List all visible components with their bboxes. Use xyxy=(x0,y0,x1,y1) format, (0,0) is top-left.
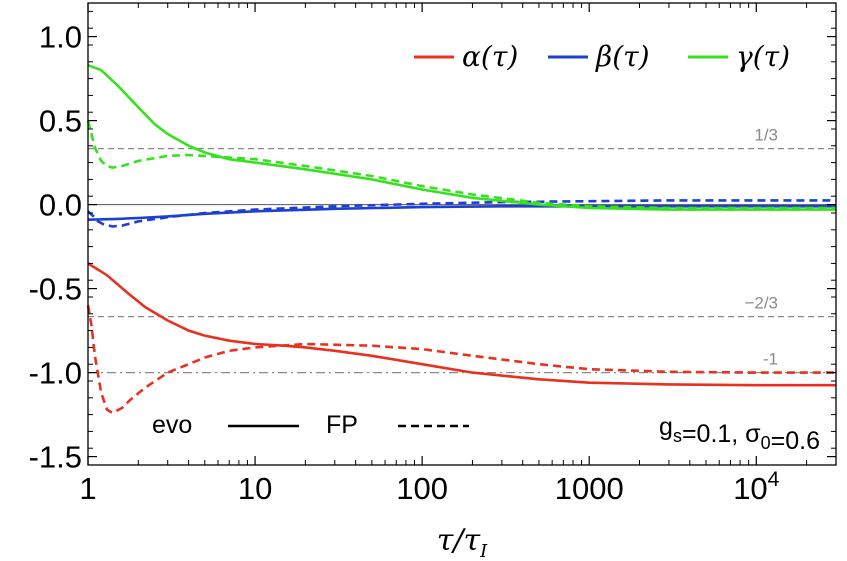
style-key-solid-label: evo xyxy=(152,411,192,439)
legend-label: β(τ) xyxy=(595,40,650,73)
plot-frame xyxy=(87,2,837,466)
reference-lines: 1/3 −2/3 -1 xyxy=(88,126,836,374)
legend-label: α(τ) xyxy=(462,40,518,73)
y-tick-label: -0.5 xyxy=(29,272,82,307)
x-tick-label: 100 xyxy=(396,471,448,506)
x-tick-label: 1000 xyxy=(555,471,624,506)
y-tick-label: -1.0 xyxy=(29,356,82,391)
y-tick-label: 0.0 xyxy=(39,188,82,223)
x-tick-exponent: 4 xyxy=(768,468,780,491)
text-run: g xyxy=(659,413,673,441)
legend: α(τ) β(τ) γ(τ) xyxy=(228,40,790,428)
reference-line-label: 1/3 xyxy=(754,126,778,145)
y-tick-label: 1.0 xyxy=(39,20,82,55)
reference-line-label: −2/3 xyxy=(744,294,778,313)
x-axis-title: τ/τI xyxy=(437,523,488,561)
text-run: =0.1, σ xyxy=(682,420,761,448)
series-line xyxy=(87,199,836,228)
ticks: 1.0 0.5 0.0 -0.5 -1.0 -1.51 10 100 1000 104 xyxy=(29,3,837,506)
parameter-annotation: gs=0.1, σ0=0.6 xyxy=(659,413,820,455)
series-line xyxy=(87,205,836,221)
series-line xyxy=(87,63,836,211)
series-line xyxy=(86,305,836,415)
y-tick-label: -1.5 xyxy=(29,440,82,475)
x-tick-label: 10 xyxy=(238,471,272,506)
style-key-dashed-label: FP xyxy=(326,411,358,439)
series-layer xyxy=(86,63,836,415)
x-tick-label: 104 xyxy=(733,468,779,506)
legend-label: γ(τ) xyxy=(736,40,790,73)
text-run: τ/τ xyxy=(437,523,481,558)
text-run: =0.6 xyxy=(771,427,820,455)
x-tick-label: 1 xyxy=(79,471,96,506)
subscript: 0 xyxy=(761,433,771,453)
subscript: I xyxy=(479,541,488,561)
series-line xyxy=(86,120,836,210)
y-tick-label: 0.5 xyxy=(39,104,82,139)
reference-line-label: -1 xyxy=(763,350,778,369)
subscript: s xyxy=(673,426,682,446)
series-line xyxy=(87,262,836,387)
